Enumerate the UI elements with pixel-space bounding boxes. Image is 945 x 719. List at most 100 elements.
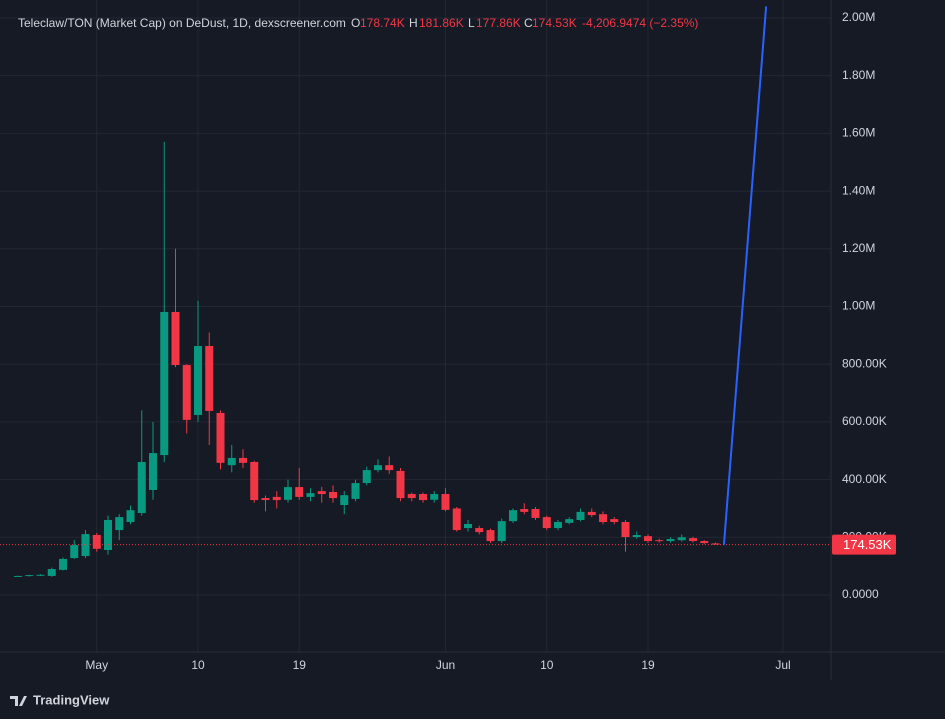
- candle-body: [239, 457, 247, 463]
- candle-body: [542, 517, 551, 529]
- legend-value: 174.53K: [532, 16, 577, 30]
- candle-body: [362, 470, 371, 484]
- candle-body: [36, 574, 45, 576]
- candle-body: [216, 412, 225, 463]
- candle-body: [374, 465, 382, 471]
- candle-body: [441, 494, 450, 510]
- candle-body: [509, 510, 517, 522]
- candle-body: [486, 530, 495, 542]
- candle-body: [430, 494, 439, 500]
- x-tick-label: 19: [293, 658, 307, 672]
- candle-body: [47, 569, 56, 576]
- y-tick-label: 1.00M: [842, 299, 875, 313]
- plot-layer: [0, 0, 831, 652]
- x-tick-label: 19: [641, 658, 655, 672]
- candle-body: [452, 508, 461, 531]
- y-tick-label: 2.00M: [842, 10, 875, 24]
- x-tick-label: 10: [191, 658, 205, 672]
- candle-body: [621, 521, 630, 538]
- candle-body: [329, 491, 337, 499]
- candle-body: [250, 461, 259, 501]
- candle-body: [25, 575, 34, 577]
- candle-body: [632, 534, 641, 538]
- candle-body: [576, 511, 585, 520]
- candle-body: [272, 496, 281, 501]
- candle-body: [644, 536, 652, 542]
- candle-body: [464, 524, 472, 529]
- x-tick-label: May: [85, 658, 108, 672]
- y-tick-label: 400.00K: [842, 472, 887, 486]
- candle-body: [115, 517, 124, 531]
- candle-body: [306, 493, 315, 497]
- y-tick-label: 0.0000: [842, 587, 879, 601]
- x-tick-label: Jul: [775, 658, 790, 672]
- candle-body: [149, 453, 157, 490]
- candle-body: [317, 491, 326, 495]
- candle-body: [599, 514, 607, 522]
- candle-body: [351, 483, 360, 499]
- chart-title: Teleclaw/TON (Market Cap) on DeDust, 1D,…: [18, 16, 346, 30]
- legend-key: C: [524, 16, 533, 30]
- legend-change: -4,206.9474 (−2.35%): [582, 16, 698, 30]
- candle-body: [160, 311, 169, 456]
- candle-body: [475, 528, 484, 533]
- candle-body: [497, 521, 506, 542]
- candle-body: [104, 519, 112, 550]
- candle-body: [14, 575, 22, 577]
- candle-body: [666, 539, 675, 542]
- candle-body: [284, 487, 292, 500]
- y-tick-label: 600.00K: [842, 414, 887, 428]
- candle-body: [531, 509, 540, 518]
- legend-value: 177.86K: [476, 16, 521, 30]
- trend-line: [722, 6, 768, 545]
- y-tick-label: 800.00K: [842, 356, 887, 370]
- candle-body: [194, 346, 202, 415]
- legend-value: 181.86K: [419, 16, 464, 30]
- candle-body: [171, 311, 180, 366]
- candle-body: [340, 495, 349, 505]
- candle-body: [677, 537, 686, 541]
- candle-body: [227, 457, 236, 466]
- candle-body: [419, 494, 427, 501]
- candle-body: [70, 545, 79, 559]
- candle-body: [126, 510, 135, 522]
- candle-body: [520, 509, 529, 512]
- candle-body: [407, 494, 416, 499]
- legend-key: H: [409, 16, 418, 30]
- legend-key: L: [468, 16, 475, 30]
- candle-body: [396, 470, 405, 499]
- candle-body: [182, 365, 191, 420]
- x-tick-label: 10: [540, 658, 554, 672]
- candle-body: [205, 346, 214, 411]
- last-price-label: 174.53K: [843, 537, 892, 552]
- candle-body: [565, 519, 574, 523]
- watermark: TradingView: [33, 692, 110, 707]
- candle-body: [295, 487, 304, 497]
- logo-icon: [10, 696, 27, 706]
- y-tick-label: 1.40M: [842, 183, 875, 197]
- legend-value: 178.74K: [360, 16, 405, 30]
- candle-body: [689, 538, 697, 542]
- candle-body: [554, 521, 562, 529]
- candle-body: [261, 498, 270, 501]
- y-tick-label: 1.80M: [842, 68, 875, 82]
- candle-body: [81, 534, 90, 557]
- candle-body: [711, 543, 720, 545]
- candle-body: [587, 511, 596, 516]
- last-price-box: [832, 534, 896, 555]
- y-tick-label: 1.20M: [842, 241, 875, 255]
- candle-body: [655, 540, 664, 542]
- candle-body: [700, 541, 709, 544]
- candle-body: [610, 519, 619, 522]
- y-tick-label: 1.60M: [842, 126, 875, 140]
- candle-body: [59, 558, 67, 570]
- x-tick-label: Jun: [436, 658, 455, 672]
- candle-body: [92, 534, 101, 549]
- legend-key: O: [351, 16, 360, 30]
- candle-body: [385, 465, 394, 471]
- candle-body: [137, 461, 146, 514]
- logo: TradingView: [10, 692, 110, 707]
